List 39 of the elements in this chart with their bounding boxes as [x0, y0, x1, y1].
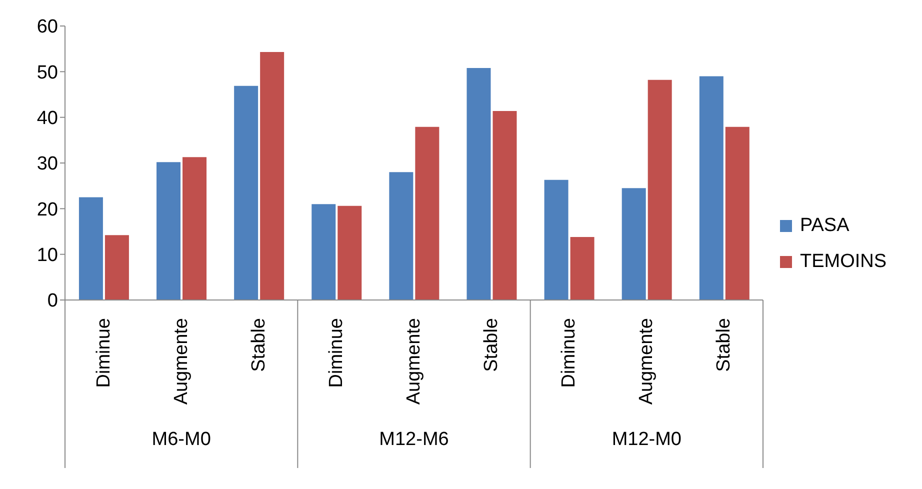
y-tick-label: 20 [36, 199, 58, 220]
bar [78, 197, 103, 300]
y-tick-label: 30 [36, 154, 58, 175]
bar [156, 162, 181, 300]
x-tick-label: Diminue [326, 318, 347, 388]
x-tick-label: Augmente [170, 318, 192, 405]
bar [570, 236, 594, 300]
bar [260, 52, 284, 300]
bar [648, 80, 672, 300]
x-tick-label: Stable [248, 318, 270, 372]
bar [338, 206, 362, 300]
x-tick-label: Augmente [636, 318, 658, 405]
x-tick-label: Augmente [404, 318, 424, 405]
x-tick-label: Diminue [93, 318, 114, 388]
bar [104, 235, 129, 300]
text: M6-M0 [152, 429, 211, 450]
y-tick-label: 50 [36, 62, 58, 84]
y-tick-label: 0 [47, 290, 58, 312]
bar [699, 76, 724, 300]
text: M12-M0 [612, 429, 682, 450]
y-tick-label: 60 [36, 16, 58, 38]
x-tick-label: Diminue [558, 318, 580, 388]
bar [544, 180, 568, 300]
y-tick-label: 40 [36, 108, 58, 130]
legend-label: PASA [800, 215, 850, 237]
x-tick-label: Stable [481, 318, 502, 372]
bar [234, 86, 258, 300]
bar [622, 188, 646, 300]
bar [312, 204, 336, 300]
bar [182, 157, 207, 300]
x-tick-label: Stable [714, 318, 735, 372]
bar [389, 172, 414, 300]
bar [415, 126, 440, 300]
bar [466, 68, 491, 300]
text: M12-M6 [379, 429, 449, 450]
y-tick-label: 10 [36, 245, 58, 266]
bar [725, 126, 750, 300]
legend-label: TEMOINS [800, 251, 887, 273]
bar [492, 110, 517, 300]
